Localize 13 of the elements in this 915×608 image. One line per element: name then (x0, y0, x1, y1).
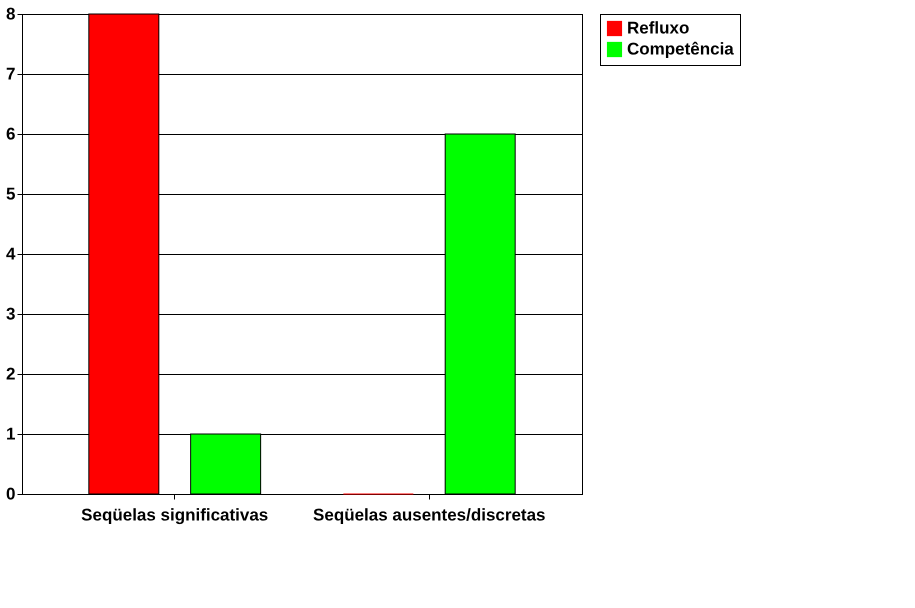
legend-label: Refluxo (627, 18, 690, 38)
y-tick-label: 5 (6, 184, 16, 204)
y-tick-label: 2 (6, 364, 16, 384)
y-tick-label: 1 (6, 424, 16, 444)
y-tick-label: 8 (6, 4, 16, 24)
x-tick-label: Seqüelas significativas (81, 506, 268, 524)
x-tick-label: Seqüelas ausentes/discretas (313, 506, 546, 524)
y-tick-label: 7 (6, 64, 16, 84)
y-tick-label: 3 (6, 304, 16, 324)
y-tick-label: 0 (6, 484, 16, 504)
y-tick-label: 4 (6, 244, 16, 264)
legend-label: Competência (627, 40, 734, 58)
y-tick-label: 6 (6, 124, 16, 144)
